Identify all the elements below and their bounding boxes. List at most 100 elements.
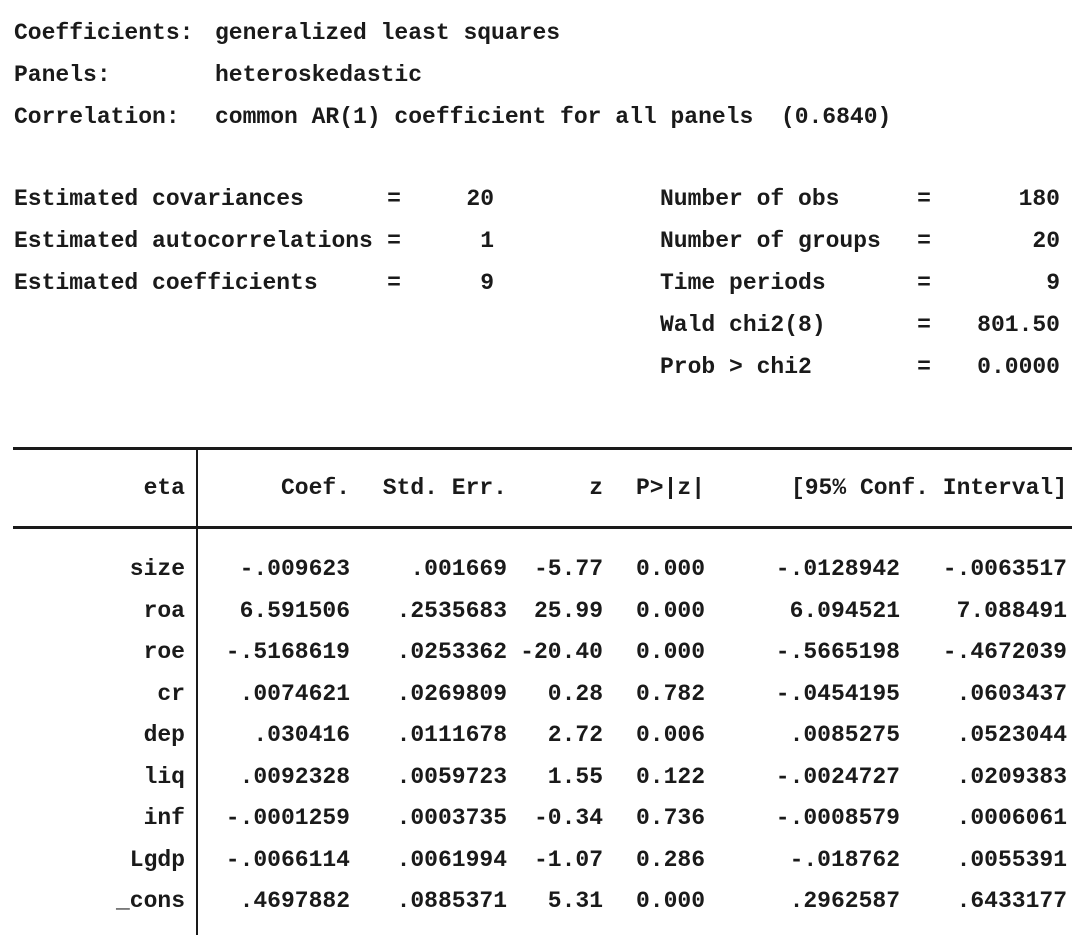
stat-estimated-covariances: Estimated covariances = 20 <box>14 178 520 220</box>
ci-high-cell: .0055391 <box>956 846 1067 873</box>
variable-name-cell: roe <box>143 639 185 665</box>
stderr-cell: .0059723 <box>396 763 507 790</box>
variable-name-cell: _cons <box>115 888 185 914</box>
stats-right-column: Number of obs = 180 Number of groups = 2… <box>660 178 1060 388</box>
coef-cell: -.0066114 <box>225 846 350 873</box>
col-header-coef: Coef. <box>280 475 350 501</box>
stat-label: Number of obs <box>660 186 840 212</box>
spec-label: Correlation: <box>14 104 180 130</box>
coef-cell: -.0001259 <box>225 805 350 831</box>
spec-row-coefficients: Coefficients: generalized least squares <box>14 12 1080 54</box>
table-row: roe -.5168619 .0253362 -20.40 0.000 -.56… <box>13 632 1072 674</box>
variable-name-cell: Lgdp <box>129 846 185 873</box>
z-cell: -20.40 <box>520 639 603 665</box>
ci-high-cell: .6433177 <box>956 888 1067 914</box>
stat-label: Estimated coefficients <box>14 270 318 296</box>
z-cell: 25.99 <box>533 597 603 624</box>
col-header-conf-interval: [95% Conf. Interval] <box>790 475 1067 501</box>
table-row: dep .030416 .0111678 2.72 0.006 .0085275… <box>13 715 1072 757</box>
p-cell: 0.782 <box>635 680 705 707</box>
equals-sign: = <box>917 312 931 338</box>
coef-cell: -.009623 <box>239 556 350 582</box>
stat-time-periods: Time periods = 9 <box>660 262 1060 304</box>
ci-high-cell: .0209383 <box>956 763 1067 790</box>
spec-label: Panels: <box>14 62 111 88</box>
stderr-cell: .0269809 <box>396 680 507 707</box>
z-cell: 1.55 <box>547 763 603 790</box>
model-spec-block: Coefficients: generalized least squares … <box>14 12 1080 138</box>
spec-label: Coefficients: <box>14 20 194 46</box>
stderr-cell: .0003735 <box>396 805 507 831</box>
ci-low-cell: .0085275 <box>789 722 900 748</box>
stat-value: 20 <box>466 186 494 212</box>
coef-cell: -.5168619 <box>225 639 350 665</box>
stderr-cell: .2535683 <box>396 597 507 624</box>
depvar-label: eta <box>143 475 185 501</box>
ci-low-cell: -.0454195 <box>775 680 900 707</box>
equals-sign: = <box>387 228 401 254</box>
p-cell: 0.000 <box>635 597 705 624</box>
spec-value: heteroskedastic <box>215 62 423 88</box>
ci-high-cell: -.4672039 <box>942 639 1067 665</box>
table-vertical-divider <box>196 450 198 935</box>
stat-value: 1 <box>480 228 494 254</box>
ci-low-cell: -.5665198 <box>775 639 900 665</box>
fit-statistics-block: Estimated covariances = 20 Estimated aut… <box>14 178 1080 388</box>
table-row: _cons .4697882 .0885371 5.31 0.000 .2962… <box>13 881 1072 923</box>
ci-high-cell: 7.088491 <box>956 597 1067 624</box>
ci-high-cell: .0603437 <box>956 680 1067 707</box>
table-row: Lgdp -.0066114 .0061994 -1.07 0.286 -.01… <box>13 840 1072 882</box>
table-body: size -.009623 .001669 -5.77 0.000 -.0128… <box>13 529 1072 935</box>
stat-estimated-autocorrelations: Estimated autocorrelations = 1 <box>14 220 520 262</box>
ci-low-cell: -.018762 <box>789 846 900 873</box>
equals-sign: = <box>917 228 931 254</box>
stat-label: Wald chi2(8) <box>660 312 826 338</box>
table-row: roa 6.591506 .2535683 25.99 0.000 6.0945… <box>13 591 1072 633</box>
ci-high-cell: -.0063517 <box>942 556 1067 582</box>
table-row: cr .0074621 .0269809 0.28 0.782 -.045419… <box>13 674 1072 716</box>
spec-value: generalized least squares <box>215 20 561 46</box>
stat-label: Prob > chi2 <box>660 354 812 380</box>
spec-row-correlation: Correlation: common AR(1) coefficient fo… <box>14 96 1080 138</box>
variable-name-cell: inf <box>143 805 185 831</box>
stat-number-of-obs: Number of obs = 180 <box>660 178 1060 220</box>
stderr-cell: .001669 <box>410 556 507 582</box>
table-row: inf -.0001259 .0003735 -0.34 0.736 -.000… <box>13 798 1072 840</box>
stat-value: 9 <box>480 270 494 296</box>
col-header-stderr: Std. Err. <box>382 475 507 501</box>
coef-cell: .4697882 <box>239 888 350 914</box>
p-cell: 0.122 <box>635 763 705 790</box>
stderr-cell: .0111678 <box>396 722 507 748</box>
equals-sign: = <box>917 354 931 380</box>
col-header-p: P>|z| <box>635 475 705 501</box>
coef-cell: 6.591506 <box>239 597 350 624</box>
stderr-cell: .0061994 <box>396 846 507 873</box>
p-cell: 0.286 <box>635 846 705 873</box>
equals-sign: = <box>917 186 931 212</box>
stat-value: 20 <box>1032 228 1060 254</box>
spec-value: common AR(1) coefficient for all panels … <box>215 104 892 130</box>
table-row: size -.009623 .001669 -5.77 0.000 -.0128… <box>13 549 1072 591</box>
equals-sign: = <box>387 270 401 296</box>
z-cell: -5.77 <box>533 556 603 582</box>
p-cell: 0.000 <box>635 556 705 582</box>
ci-low-cell: -.0024727 <box>775 763 900 790</box>
stat-wald-chi2: Wald chi2(8) = 801.50 <box>660 304 1060 346</box>
ci-low-cell: 6.094521 <box>789 597 900 624</box>
stats-left-column: Estimated covariances = 20 Estimated aut… <box>14 178 520 304</box>
stat-value: 801.50 <box>977 312 1060 338</box>
stat-estimated-coefficients: Estimated coefficients = 9 <box>14 262 520 304</box>
z-cell: 5.31 <box>547 888 603 914</box>
stat-label: Estimated autocorrelations <box>14 228 373 254</box>
variable-name-cell: cr <box>157 680 185 707</box>
ci-low-cell: .2962587 <box>789 888 900 914</box>
stat-label: Time periods <box>660 270 826 296</box>
equals-sign: = <box>917 270 931 296</box>
ci-low-cell: -.0008579 <box>775 805 900 831</box>
spec-row-panels: Panels: heteroskedastic <box>14 54 1080 96</box>
z-cell: 0.28 <box>547 680 603 707</box>
ci-high-cell: .0523044 <box>956 722 1067 748</box>
ci-high-cell: .0006061 <box>956 805 1067 831</box>
z-cell: 2.72 <box>547 722 603 748</box>
